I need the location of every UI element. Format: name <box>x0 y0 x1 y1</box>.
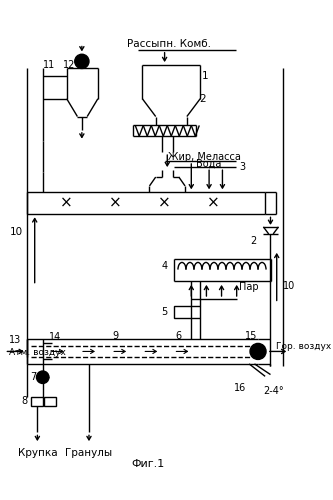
Text: Гор. воздух: Гор. воздух <box>276 342 331 350</box>
Text: Крупка: Крупка <box>18 448 57 458</box>
Text: 12: 12 <box>63 60 76 70</box>
Text: ×: × <box>109 196 122 210</box>
Text: 14: 14 <box>49 332 61 342</box>
Text: 1: 1 <box>201 72 208 82</box>
Text: Атм. воздух: Атм. воздух <box>9 348 66 357</box>
Bar <box>45 397 56 406</box>
Circle shape <box>75 54 89 68</box>
Text: ×: × <box>60 196 73 210</box>
Text: 10: 10 <box>283 280 295 290</box>
Text: Жир, Меласса: Жир, Меласса <box>168 152 241 162</box>
Text: 6: 6 <box>175 332 181 342</box>
Text: 5: 5 <box>162 308 168 318</box>
Text: 13: 13 <box>9 335 21 345</box>
Bar <box>173 306 200 318</box>
Text: 8: 8 <box>21 396 27 406</box>
Text: 15: 15 <box>245 332 257 342</box>
Text: 3: 3 <box>239 162 245 172</box>
Text: Фиг.1: Фиг.1 <box>131 458 164 468</box>
Circle shape <box>250 344 266 359</box>
Text: 16: 16 <box>234 383 246 393</box>
Text: Гранулы: Гранулы <box>65 448 113 458</box>
Text: 2: 2 <box>199 94 206 104</box>
Text: 10: 10 <box>9 227 23 237</box>
Text: 2-4°: 2-4° <box>264 386 284 396</box>
Text: ×: × <box>207 196 220 210</box>
Text: 2: 2 <box>250 236 257 246</box>
Text: 4: 4 <box>162 261 168 271</box>
Bar <box>31 397 43 406</box>
Text: Вода: Вода <box>196 158 222 168</box>
Text: ×: × <box>158 196 171 210</box>
Text: 9: 9 <box>113 332 119 342</box>
Text: 11: 11 <box>43 60 55 70</box>
Text: 7: 7 <box>31 372 37 382</box>
Text: Рассыпн. Комб.: Рассыпн. Комб. <box>127 38 211 48</box>
Text: Пар: Пар <box>239 282 259 292</box>
Circle shape <box>37 371 49 384</box>
